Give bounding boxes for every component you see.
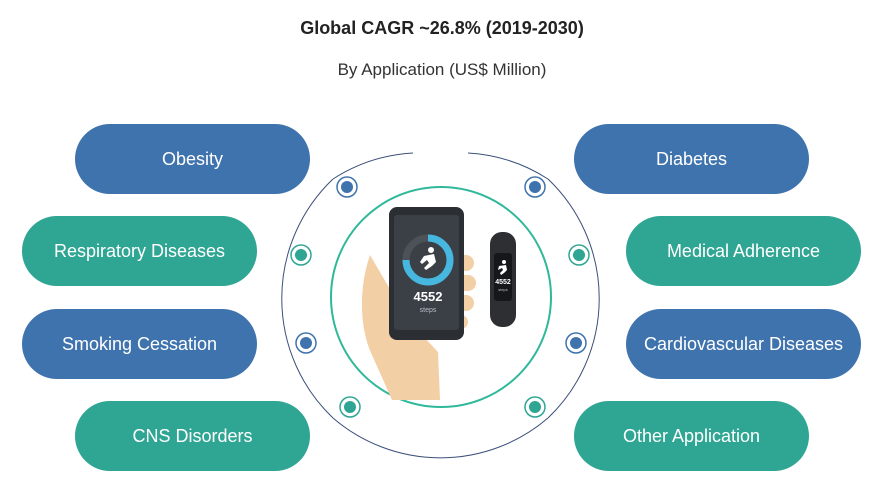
outer-arc-left — [281, 178, 334, 419]
chart-title: Global CAGR ~26.8% (2019-2030) — [300, 18, 584, 38]
outer-arc-top-right — [467, 152, 549, 180]
inner-ring — [330, 186, 552, 408]
fitness-band: 4552 steps — [490, 232, 516, 327]
chart-subtitle: By Application (US$ Million) — [337, 60, 547, 79]
connector-dot-respiratory — [290, 244, 312, 266]
application-medical-adherence: Medical Adherence — [626, 216, 861, 286]
connector-dot-cns — [339, 396, 361, 418]
outer-arc-top — [332, 152, 414, 180]
smartphone: 4552 steps — [389, 207, 464, 340]
application-cardiovascular-diseases: Cardiovascular Diseases — [626, 309, 861, 379]
application-smoking-cessation: Smoking Cessation — [22, 309, 257, 379]
connector-dot-diabetes — [524, 176, 546, 198]
connector-dot-smoking — [295, 332, 317, 354]
connector-dot-adherence — [568, 244, 590, 266]
band-steps-count: 4552 — [495, 279, 511, 286]
application-cns-disorders: CNS Disorders — [75, 401, 310, 471]
phone-steps-unit: steps — [420, 307, 437, 314]
outer-arc-bottom — [332, 417, 549, 459]
connector-dot-cardio — [565, 332, 587, 354]
runner-icon — [420, 247, 436, 270]
progress-ring — [402, 234, 454, 286]
outer-arc-right — [547, 178, 600, 419]
band-steps-unit: steps — [498, 287, 508, 292]
connector-dot-obesity — [336, 176, 358, 198]
connector-dot-other — [524, 396, 546, 418]
application-obesity: Obesity — [75, 124, 310, 194]
application-respiratory-diseases: Respiratory Diseases — [22, 216, 257, 286]
application-diabetes: Diabetes — [574, 124, 809, 194]
band-runner-icon — [498, 260, 507, 275]
application-other-application: Other Application — [574, 401, 809, 471]
phone-steps-count: 4552 — [414, 289, 443, 304]
